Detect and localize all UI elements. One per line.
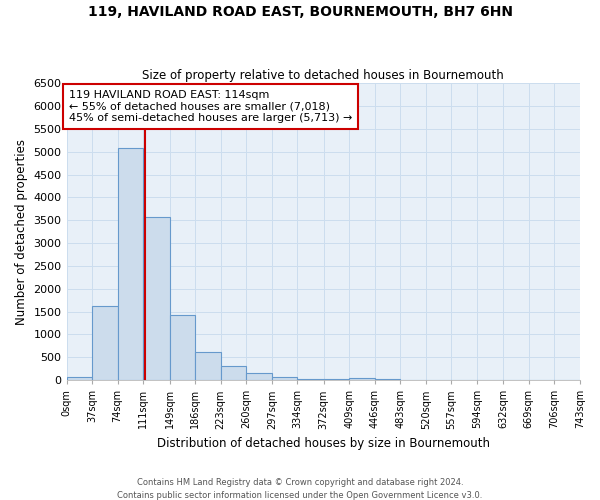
- Bar: [143, 216, 170, 380]
- Y-axis label: Number of detached properties: Number of detached properties: [15, 138, 28, 324]
- Bar: [92, 306, 118, 380]
- Bar: [298, 378, 323, 380]
- Bar: [246, 374, 272, 380]
- Bar: [323, 379, 349, 380]
- Text: 119 HAVILAND ROAD EAST: 114sqm
← 55% of detached houses are smaller (7,018)
45% : 119 HAVILAND ROAD EAST: 114sqm ← 55% of …: [68, 90, 352, 123]
- X-axis label: Distribution of detached houses by size in Bournemouth: Distribution of detached houses by size …: [157, 437, 490, 450]
- Text: 119, HAVILAND ROAD EAST, BOURNEMOUTH, BH7 6HN: 119, HAVILAND ROAD EAST, BOURNEMOUTH, BH…: [88, 5, 512, 19]
- Bar: [272, 376, 298, 380]
- Bar: [67, 376, 92, 380]
- Bar: [170, 316, 195, 380]
- Title: Size of property relative to detached houses in Bournemouth: Size of property relative to detached ho…: [142, 69, 504, 82]
- Bar: [221, 366, 246, 380]
- Bar: [195, 352, 221, 380]
- Bar: [118, 148, 143, 380]
- Text: Contains HM Land Registry data © Crown copyright and database right 2024.
Contai: Contains HM Land Registry data © Crown c…: [118, 478, 482, 500]
- Bar: [349, 378, 375, 380]
